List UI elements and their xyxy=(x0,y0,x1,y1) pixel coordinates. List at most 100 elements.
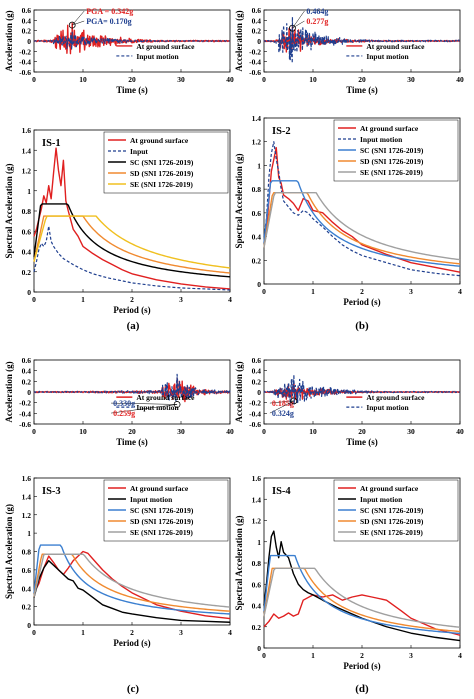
x-tick-label: 10 xyxy=(309,427,317,436)
legend-label: At ground surface xyxy=(366,393,425,402)
x-tick-label: 40 xyxy=(456,427,464,436)
legend-label: Input motion xyxy=(360,495,403,504)
legend-label: Input motion xyxy=(136,52,179,61)
x-tick-label: 2 xyxy=(130,628,134,637)
legend-label: SD (SNI 1726-2019) xyxy=(130,517,194,526)
series-line xyxy=(33,553,231,608)
x-tick-label: 0 xyxy=(32,628,36,637)
y-tick-label: 0 xyxy=(257,644,261,653)
y-tick-label: 0.2 xyxy=(22,27,32,36)
legend-label: SE (SNI 1726-2019) xyxy=(130,180,193,189)
y-tick-label: -0.6 xyxy=(249,420,261,429)
panel-label: IS-1 xyxy=(42,138,61,149)
y-tick-label: 0.4 xyxy=(22,367,32,376)
annotation-leader xyxy=(111,402,178,405)
x-tick-label: 1 xyxy=(311,651,315,660)
legend-label: SC (SNI 1726-2019) xyxy=(360,506,424,515)
x-tick-label: 0 xyxy=(32,427,36,436)
time-history-chart-ts3: -0.6 -0.4-0.2 0 0.20.4 0.6 0 10 20 30 40 Time (s) A… xyxy=(4,356,234,447)
x-tick-label: 40 xyxy=(226,75,234,84)
series-line-input xyxy=(33,373,231,402)
legend-label: SE (SNI 1726-2019) xyxy=(130,528,193,537)
x-axis-label: Period (s) xyxy=(113,305,150,315)
x-tick-label: 0 xyxy=(32,295,36,304)
y-tick-label: 1.2 xyxy=(22,167,32,176)
series-line xyxy=(33,215,231,269)
legend-label: Input xyxy=(130,147,148,156)
x-tick-label: 1 xyxy=(81,295,85,304)
y-axis-label: Acceleration (g) xyxy=(4,10,14,71)
y-tick-label: 1.4 xyxy=(22,492,32,501)
y-tick-label: 0.2 xyxy=(252,256,262,265)
x-axis-label: Period (s) xyxy=(343,661,380,671)
series-line-input xyxy=(263,374,461,407)
y-tick-label: 0 xyxy=(27,37,31,46)
y-tick-label: 0.4 xyxy=(22,248,32,257)
x-tick-label: 30 xyxy=(407,75,415,84)
x-tick-label: 20 xyxy=(128,75,136,84)
y-tick-label: 0.4 xyxy=(252,16,262,25)
y-tick-label: 1.4 xyxy=(252,495,262,504)
y-tick-label: 0.4 xyxy=(252,233,262,242)
y-tick-label: 0.6 xyxy=(22,227,32,236)
series-line-input xyxy=(33,31,231,51)
x-tick-label: 2 xyxy=(360,287,364,296)
pga-annotation: 0.185g xyxy=(272,399,294,408)
x-tick-label: 3 xyxy=(179,628,183,637)
caption-b: (b) xyxy=(355,320,369,332)
y-tick-label: 0 xyxy=(257,280,261,289)
y-tick-label: -0.2 xyxy=(249,47,261,56)
legend-label: Input motion xyxy=(366,403,409,412)
y-tick-label: -0.2 xyxy=(19,399,31,408)
series-line xyxy=(263,567,461,628)
spectral-chart-sa1: 0 0.2 0.4 0.6 0.8 1 1.2 1.4 1.6 0 1 2 3 4 Period (s) Sp… xyxy=(4,126,232,315)
y-axis-label: Acceleration (g) xyxy=(234,361,244,422)
y-tick-label: 1 xyxy=(27,187,31,196)
x-tick-label: 4 xyxy=(458,651,462,660)
annotation-leader xyxy=(269,400,295,414)
y-tick-label: 0.6 xyxy=(22,566,32,575)
y-tick-label: 1.4 xyxy=(22,146,32,155)
annotation-leader xyxy=(269,400,294,404)
legend-label: SD (SNI 1726-2019) xyxy=(360,157,424,166)
y-tick-label: 1.6 xyxy=(22,126,32,135)
y-tick-label: 1.2 xyxy=(252,517,262,526)
annotation-marker xyxy=(173,401,181,408)
x-tick-label: 30 xyxy=(177,75,185,84)
y-tick-label: 1.2 xyxy=(22,511,32,520)
series-line xyxy=(33,225,231,291)
y-tick-label: 1 xyxy=(257,161,261,170)
y-tick-label: 0.4 xyxy=(252,602,262,611)
x-tick-label: 0 xyxy=(262,651,266,660)
y-tick-label: 1 xyxy=(257,538,261,547)
legend-label: SD (SNI 1726-2019) xyxy=(130,169,194,178)
y-tick-label: 1.2 xyxy=(252,138,262,147)
x-tick-label: 4 xyxy=(228,628,232,637)
caption-c: (c) xyxy=(127,683,140,695)
x-tick-label: 1 xyxy=(81,628,85,637)
pga-annotation: PGA = 0.342g xyxy=(86,7,133,16)
legend-label: At ground surface xyxy=(366,42,425,51)
y-tick-label: 0.8 xyxy=(22,207,32,216)
x-tick-label: 20 xyxy=(358,427,366,436)
spectral-chart-sa2: 0 0.2 0.4 0.6 0.8 1 1.2 1.4 0 1 2 3 4 Period (s) Spect… xyxy=(234,114,462,307)
legend-label: Input motion xyxy=(366,52,409,61)
series-line xyxy=(263,191,461,261)
y-tick-label: 0.6 xyxy=(22,356,32,365)
y-tick-label: 0.4 xyxy=(22,16,32,25)
y-tick-label: 1 xyxy=(27,529,31,538)
y-tick-label: 0.6 xyxy=(252,356,262,365)
x-tick-label: 0 xyxy=(32,75,36,84)
x-tick-label: 1 xyxy=(311,287,315,296)
legend-label: SC (SNI 1726-2019) xyxy=(130,158,194,167)
x-tick-label: 2 xyxy=(360,651,364,660)
legend-label: SC (SNI 1726-2019) xyxy=(360,146,424,155)
series-line xyxy=(263,141,461,277)
y-tick-label: -0.2 xyxy=(249,399,261,408)
y-tick-label: 0.2 xyxy=(22,268,32,277)
x-axis-label: Time (s) xyxy=(116,85,148,95)
y-axis-label: Spectral Acceleration (g) xyxy=(4,164,14,259)
y-tick-label: 0 xyxy=(257,37,261,46)
